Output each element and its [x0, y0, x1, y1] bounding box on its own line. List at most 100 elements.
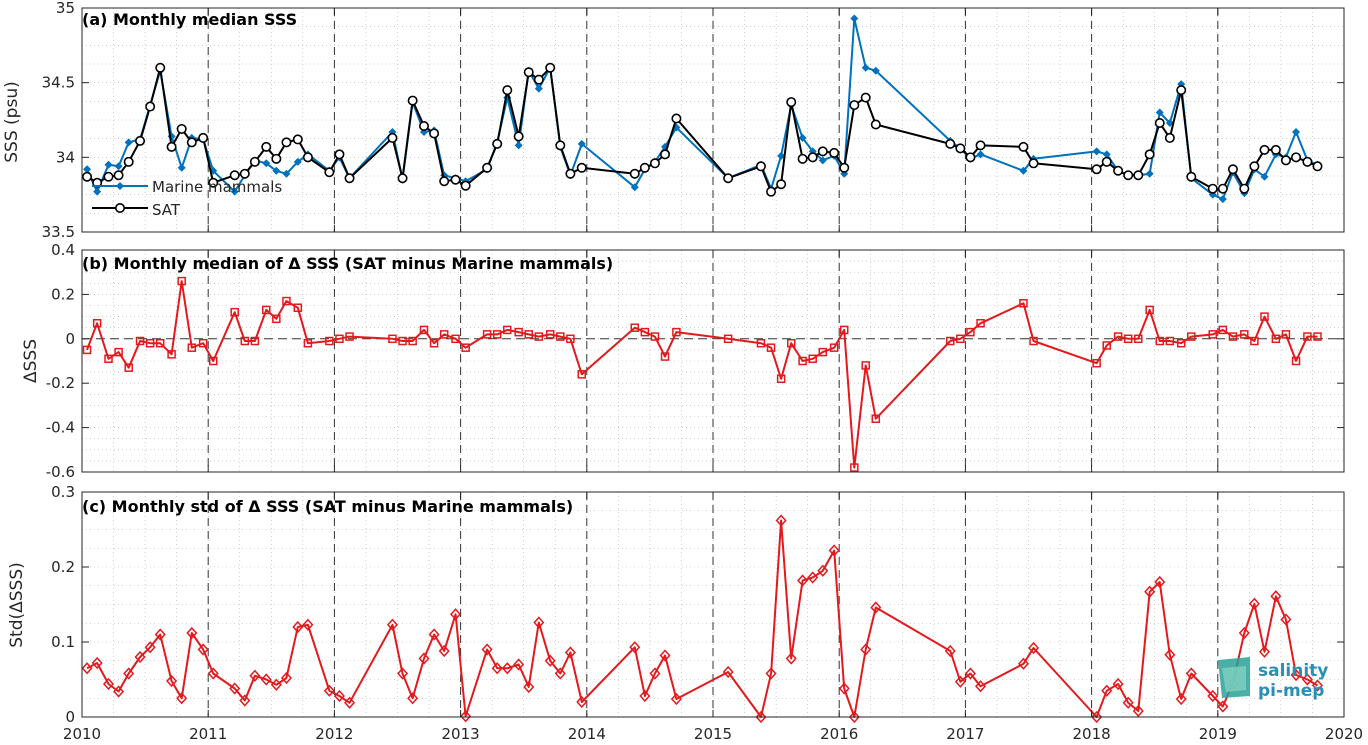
data-point [577, 139, 586, 148]
data-point [208, 177, 219, 188]
data-point [534, 332, 544, 341]
panel-b-y-ticks: -0.6 -0.4 -0.2 0 0.2 0.4 [46, 241, 1345, 481]
data-point [104, 160, 113, 169]
data-point [1112, 677, 1124, 691]
data-point [756, 338, 766, 348]
data-point [1144, 585, 1156, 598]
data-point [1258, 645, 1270, 658]
data-point [1260, 312, 1269, 321]
panel-a-y-ticks: 33.5 34 34.5 35 [42, 0, 1345, 241]
legend-mammals-label: Marine mammals [152, 178, 282, 196]
data-point [839, 162, 850, 173]
data-point [956, 334, 965, 344]
data-point [208, 356, 218, 366]
data-point [407, 95, 418, 106]
data-point [1217, 700, 1229, 713]
x-tick-label: 2010 [63, 725, 101, 743]
data-point [671, 113, 682, 124]
data-point [1164, 132, 1175, 143]
data-point [451, 334, 460, 344]
data-point [670, 692, 682, 706]
data-point [1207, 689, 1219, 703]
data-point [1260, 172, 1269, 181]
data-point [450, 608, 462, 621]
data-point [387, 132, 398, 143]
y-tick-label: 35 [56, 0, 75, 17]
data-point [345, 332, 354, 341]
data-point [975, 140, 986, 151]
y-tick-label: 34.5 [42, 74, 75, 92]
x-tick-label: 2012 [315, 725, 353, 743]
data-point [176, 692, 188, 705]
y-tick-label: -0.6 [46, 463, 75, 481]
x-tick-label: 2014 [568, 725, 606, 743]
data-point [576, 695, 588, 709]
x-tick-label: 2017 [946, 725, 984, 743]
data-point [1290, 668, 1302, 682]
data-point [513, 658, 525, 671]
data-point [1303, 332, 1312, 341]
data-point [114, 347, 123, 357]
data-point [419, 325, 429, 335]
logo-text-line2: pi-mep [1258, 681, 1324, 701]
data-point [81, 662, 93, 675]
data-point [104, 354, 113, 364]
data-point [1145, 305, 1154, 315]
data-point [976, 150, 985, 159]
data-point [776, 179, 787, 190]
data-point [554, 667, 566, 680]
data-point [1280, 155, 1291, 166]
data-point [102, 677, 115, 691]
data-point [786, 97, 797, 108]
data-point [482, 162, 493, 173]
panel-a-y-axis-label: SSS (psu) [2, 81, 22, 162]
data-point [1270, 590, 1282, 603]
panel-b-title: (b) Monthly median of Δ SSS (SAT minus M… [82, 254, 613, 273]
data-point [167, 350, 176, 359]
data-point [240, 336, 250, 346]
data-point [775, 514, 787, 527]
data-point [439, 330, 449, 339]
data-point [229, 170, 240, 181]
data-point [545, 330, 555, 339]
data-point [533, 616, 545, 629]
data-point [1249, 161, 1260, 172]
x-tick-label: 2016 [820, 725, 858, 743]
data-point [838, 682, 850, 695]
data-point [281, 137, 292, 148]
data-point [397, 667, 409, 680]
series-line-delta [86, 519, 1319, 718]
data-point [262, 159, 271, 168]
data-point [755, 161, 766, 172]
data-point [513, 131, 524, 142]
panel-b-grid [81, 249, 1345, 473]
panel-a-monthly-median-sss: 33.5 34 34.5 35 (a) Monthly median SSS SSS … [2, 0, 1345, 241]
data-point [418, 652, 430, 665]
data-point [1280, 613, 1292, 626]
data-point [629, 168, 640, 179]
data-point [249, 669, 261, 682]
y-tick-label: 0.2 [51, 558, 75, 576]
data-point [460, 180, 471, 191]
data-point [1113, 165, 1124, 176]
data-point [1218, 195, 1227, 204]
data-point [145, 338, 155, 348]
y-tick-label: 0.4 [51, 241, 75, 259]
data-point [797, 574, 809, 587]
data-point [1133, 170, 1144, 181]
data-point [333, 689, 345, 703]
panel-a-series [82, 14, 1323, 204]
x-tick-label: 2020 [1325, 725, 1363, 743]
data-point [660, 352, 670, 361]
data-point [407, 692, 419, 705]
data-point [293, 303, 303, 312]
panel-c-frame [81, 491, 1345, 718]
y-tick-label: 0 [65, 330, 75, 348]
data-point [155, 338, 165, 348]
data-point [186, 137, 197, 148]
data-point [1123, 170, 1134, 181]
data-point [91, 656, 103, 670]
data-point [177, 276, 186, 286]
data-point [1218, 325, 1228, 335]
data-point [1312, 161, 1323, 172]
